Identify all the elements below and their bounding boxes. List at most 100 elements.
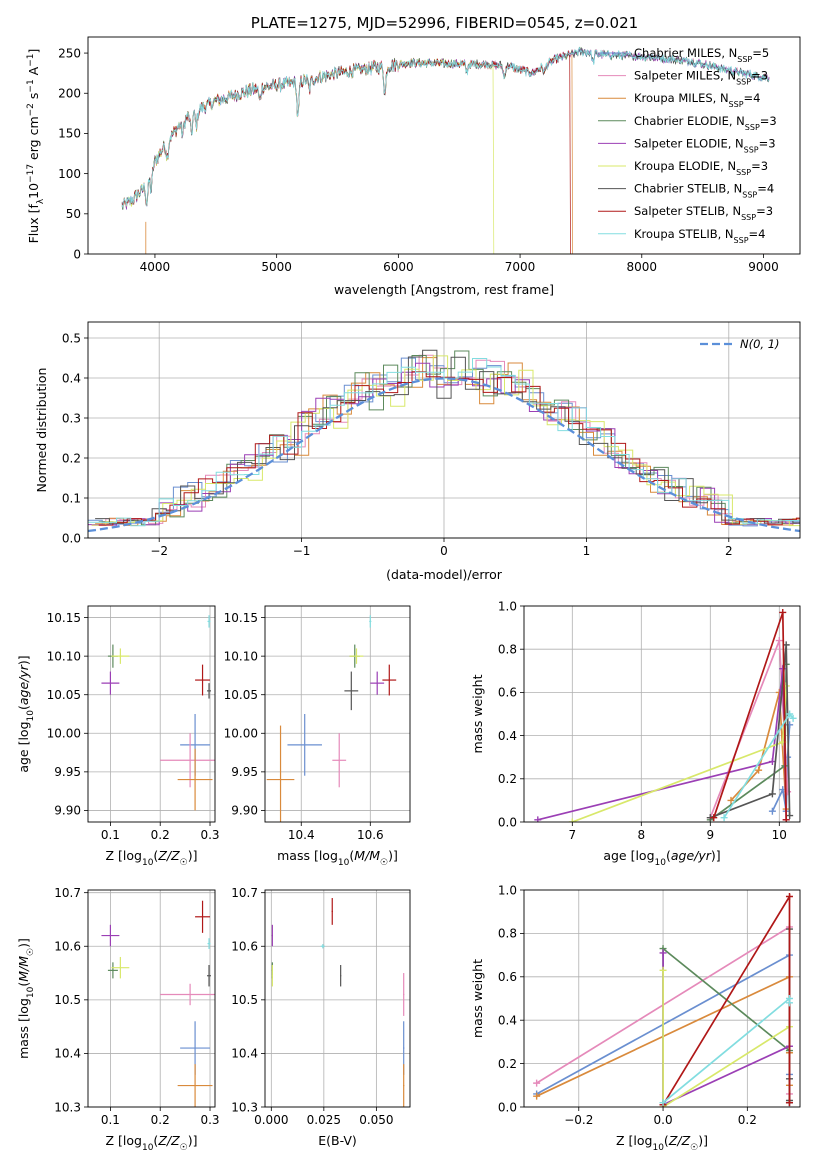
spectrum-plot-area	[121, 46, 770, 254]
weight_vs_Z-ytick-label-2: 0.4	[498, 1014, 517, 1028]
figure-title: PLATE=1275, MJD=52996, FIBERID=0545, z=0…	[251, 14, 638, 32]
weight_vs_age-plot-area	[534, 608, 797, 822]
legend-entry-0: Chabrier MILES, NSSP=5	[634, 46, 769, 64]
residuals-xtick-label-0: −2	[150, 544, 168, 558]
age_vs_mass-ytick-label-3: 10.05	[224, 688, 258, 702]
mass_vs_Z-xtick-label-2: 0.3	[200, 1113, 219, 1127]
weight_vs_age-xlabel: age [log10(age/yr)]	[603, 848, 720, 868]
normal-legend-label: N(0, 1)	[740, 337, 780, 351]
spectrum-line-kroupa-elodie	[121, 57, 770, 254]
legend-entry-1: Salpeter MILES, NSSP=3	[634, 69, 768, 87]
age_vs_Z-ytick-label-3: 10.05	[47, 688, 81, 702]
mass_vs_ebv-ytick-label-1: 10.4	[231, 1047, 258, 1061]
mass_vs_ebv-frame	[264, 889, 411, 1108]
spectrum-xtick-label-0: 4000	[140, 260, 171, 274]
weight_vs_Z-ytick-label-1: 0.2	[498, 1057, 517, 1071]
normal-curve	[88, 377, 800, 533]
age_vs_mass-xtick-label-1: 10.6	[357, 828, 384, 842]
weight_vs_age-series-8-marker-1	[786, 710, 794, 718]
weight_vs_Z-ytick-label-5: 1.0	[498, 883, 517, 897]
weight_vs_age-series-2-marker-1	[755, 766, 763, 774]
mass_vs_Z-ytick-label-1: 10.4	[54, 1047, 81, 1061]
weight_vs_Z-series-7-marker-1	[785, 893, 793, 901]
weight_vs_Z-ytick-label-4: 0.8	[498, 927, 517, 941]
weight_vs_age-ytick-label-4: 0.8	[498, 643, 517, 657]
weight_vs_age-ytick-label-5: 1.0	[498, 599, 517, 613]
age-vs-mass-panel: 10.4 10.6 9.90 9.95 10.00 10.05 10.10 10.15 mass…	[224, 605, 411, 868]
mass_vs_ebv-xlabel: E(B-V)	[318, 1133, 357, 1148]
weight_vs_age-xtick-label-0: 7	[568, 828, 576, 842]
weight_vs_age-series-6	[709, 644, 791, 819]
spectrum-ytick-label-3: 150	[58, 127, 81, 141]
weight_vs_age-series-1-marker-1	[775, 637, 783, 645]
weight_vs_age-series-4-marker-2	[779, 665, 787, 673]
mass-vs-ebv-panel: 0.000 0.025 0.050 10.3 10.4 10.5 10.6 10.7 E(B-V…	[231, 886, 411, 1148]
age_vs_mass-ytick-label-5: 10.15	[224, 611, 258, 625]
weight_vs_Z-series-2-marker-0	[533, 1092, 541, 1100]
spectrum-xlabel: wavelength [Angstrom, rest frame]	[334, 282, 554, 297]
mass-vs-Z-panel: 0.1 0.2 0.3 10.3 10.4 10.5 10.6 10.7 Z [log10(Z/…	[16, 886, 220, 1153]
mass_vs_ebv-ytick-label-4: 10.7	[231, 886, 258, 900]
weight_vs_Z-plot-area	[533, 893, 793, 1107]
residuals-xtick-label-2: 0	[440, 544, 448, 558]
mass_vs_ebv-xtick-label-1: 0.025	[307, 1113, 341, 1127]
age_vs_Z-xlabel: Z [log10(Z/Z☉)]	[106, 848, 198, 868]
residuals-ytick-label-2: 0.2	[62, 451, 81, 465]
residuals-xtick-label-4: 2	[725, 544, 733, 558]
mass_vs_Z-xlabel: Z [log10(Z/Z☉)]	[106, 1133, 198, 1153]
legend-entry-4: Salpeter ELODIE, NSSP=3	[634, 136, 776, 154]
weight_vs_age-series-7-marker-1	[779, 608, 787, 616]
weight_vs_Z-series-8-marker-0	[659, 1099, 667, 1107]
legend-entry-8: Kroupa STELIB, NSSP=4	[634, 227, 765, 245]
legend-entry-6: Chabrier STELIB, NSSP=4	[634, 182, 774, 200]
weight_vs_Z-ytick-label-0: 0.0	[498, 1100, 517, 1114]
weight_vs_Z-series-4	[662, 952, 790, 1107]
residuals-xtick-label-3: 1	[583, 544, 591, 558]
age_vs_Z-ytick-label-5: 10.15	[47, 611, 81, 625]
weight_vs_age-xtick-label-1: 8	[637, 828, 645, 842]
mass_vs_ebv-ytick-label-3: 10.6	[231, 940, 258, 954]
age_vs_mass-ytick-label-2: 10.00	[224, 727, 258, 741]
weight_vs_age-series-4-marker-0	[534, 816, 542, 822]
weight_vs_age-xtick-label-3: 10	[772, 828, 787, 842]
weight-vs-age-panel: 7 8 9 10 0.0 0.2 0.4 0.6 0.8 1.0 age [log10(age/yr…	[470, 599, 801, 868]
age_vs_Z-ytick-label-4: 10.10	[47, 649, 81, 663]
weight_vs_Z-xtick-label-2: 0.2	[738, 1113, 757, 1127]
age_vs_mass-xtick-label-0: 10.4	[288, 828, 315, 842]
age_vs_mass-ytick-label-0: 9.90	[231, 804, 258, 818]
age_vs_Z-xtick-label-2: 0.3	[200, 828, 219, 842]
mass_vs_Z-ytick-label-0: 10.3	[54, 1100, 81, 1114]
spectrum-xtick-label-2: 6000	[383, 260, 414, 274]
mass_vs_Z-ytick-label-2: 10.5	[54, 993, 81, 1007]
residuals-panel: N(0, 1) −2 −1 0 1 2 0.0 0.1 0.2 0.3 0.4 0.5 (data-mo…	[34, 321, 801, 582]
residuals-plot-area	[88, 349, 800, 533]
weight_vs_age-ytick-label-2: 0.4	[498, 729, 517, 743]
age_vs_Z-ylabel: age [log10(age/yr)]	[16, 655, 36, 772]
mass_vs_Z-frame	[87, 889, 216, 1108]
legend-entry-2: Kroupa MILES, NSSP=4	[634, 91, 760, 109]
age_vs_Z-ytick-label-2: 10.00	[47, 727, 81, 741]
age_vs_Z-xtick-label-0: 0.1	[101, 828, 120, 842]
histogram-kroupa-stelib	[88, 358, 800, 527]
mass_vs_ebv-xtick-label-2: 0.050	[359, 1113, 393, 1127]
spectrum-ylabel: Flux [fλ10−17 erg cm−2 s−1 A−1]	[26, 49, 46, 244]
age_vs_mass-frame	[264, 605, 411, 823]
age_vs_Z-plot-area	[101, 615, 215, 811]
weight_vs_age-series-2-marker-0	[727, 796, 735, 804]
weight_vs_age-ytick-label-1: 0.2	[498, 772, 517, 786]
weight_vs_age-series-4	[537, 668, 788, 821]
weight_vs_Z-series-4-marker-0	[659, 949, 667, 957]
weight_vs_Z-ytick-label-3: 0.6	[498, 970, 517, 984]
age-vs-Z-panel: 0.1 0.2 0.3 9.90 9.95 10.00 10.05 10.10 10.15 Z […	[16, 605, 220, 868]
weight_vs_age-series-6-marker-1	[768, 790, 776, 798]
age_vs_Z-xtick-label-1: 0.2	[151, 828, 170, 842]
weight_vs_Z-series-7-marker-2	[785, 1099, 793, 1107]
spectrum-ytick-label-2: 100	[58, 167, 81, 181]
weight_vs_Z-xtick-label-1: 0.0	[654, 1113, 673, 1127]
legend-entry-7: Salpeter STELIB, NSSP=3	[634, 204, 773, 222]
age_vs_mass-xlabel: mass [log10(M/M☉)]	[277, 848, 398, 868]
spectrum-line-salpeter-stelib	[121, 49, 770, 254]
mass_vs_Z-plot-area	[101, 900, 215, 1107]
weight_vs_age-series-8-marker-2	[789, 714, 797, 722]
